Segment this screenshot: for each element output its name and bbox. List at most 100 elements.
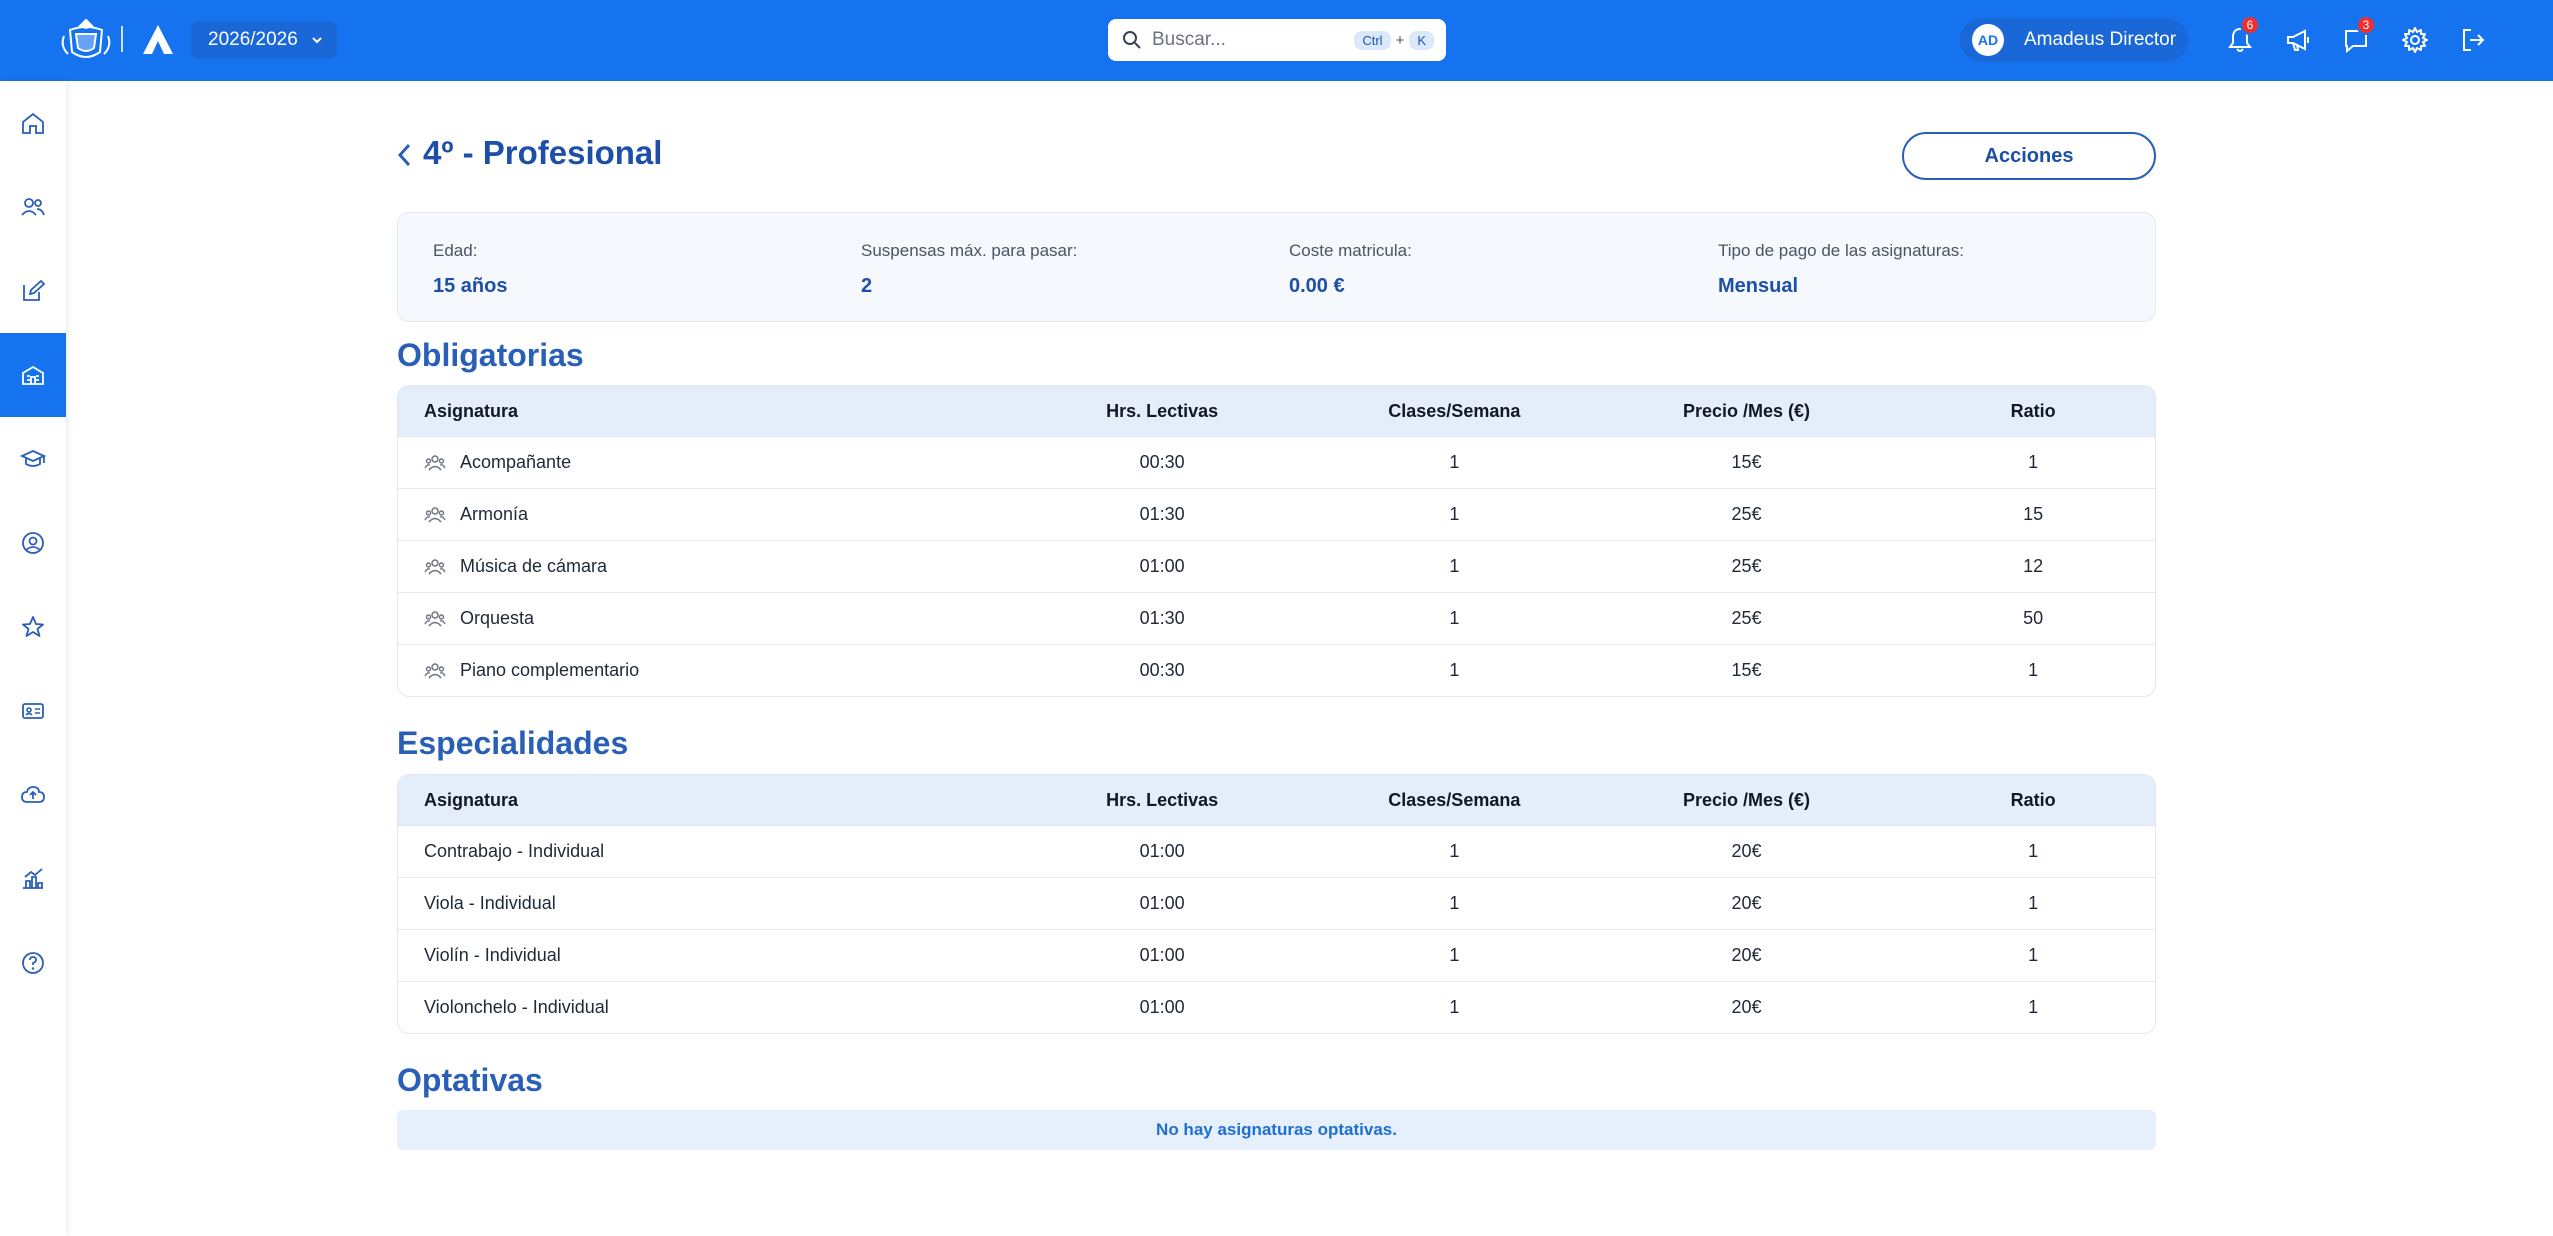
group-icon bbox=[424, 662, 446, 679]
school-icon bbox=[22, 365, 44, 385]
cell-hours: 01:00 bbox=[1139, 841, 1185, 861]
sidebar-item-favorites[interactable] bbox=[0, 585, 66, 669]
cell-price: 20€ bbox=[1731, 841, 1762, 861]
cell-subject: Viola - Individual bbox=[398, 893, 997, 914]
cell-ratio: 50 bbox=[2023, 608, 2044, 628]
app-logo-icon[interactable] bbox=[140, 22, 176, 58]
logout-button[interactable] bbox=[2453, 20, 2493, 60]
cell-ratio: 1 bbox=[2028, 841, 2039, 861]
subject-name: Violín - Individual bbox=[424, 945, 561, 965]
search-box[interactable]: Buscar... Ctrl + K bbox=[1108, 19, 1446, 61]
subject-name: Violonchelo - Individual bbox=[424, 997, 609, 1017]
search-icon bbox=[1123, 31, 1141, 49]
column-hours: Hrs. Lectivas bbox=[1106, 789, 1219, 810]
cell-subject: Música de cámara bbox=[398, 556, 997, 578]
users-icon bbox=[21, 198, 45, 216]
top-bar: 2026/2026 Buscar... Ctrl + K AD Amadeus … bbox=[0, 0, 2553, 81]
announcements-button[interactable] bbox=[2278, 20, 2318, 60]
messages-button[interactable]: 3 bbox=[2336, 15, 2376, 60]
sidebar-item-courses[interactable] bbox=[0, 417, 66, 501]
page-title: 4º - Profesional bbox=[423, 134, 663, 171]
sidebar-item-edit[interactable] bbox=[0, 249, 66, 333]
table-row[interactable]: Orquesta 01:30 1 25€ 50 bbox=[398, 592, 2155, 644]
table-row[interactable]: Armonía 01:30 1 25€ 15 bbox=[398, 488, 2155, 540]
cell-subject: Orquesta bbox=[398, 608, 997, 630]
table-header: Asignatura Hrs. Lectivas Clases/Semana P… bbox=[398, 386, 2155, 436]
year-selector[interactable]: 2026/2026 bbox=[191, 21, 337, 59]
sidebar-item-home[interactable] bbox=[0, 81, 66, 165]
cell-price: 20€ bbox=[1731, 945, 1762, 965]
course-info-card: Edad: 15 años Suspensas máx. para pasar:… bbox=[397, 212, 2156, 322]
cell-hours: 00:30 bbox=[1139, 452, 1185, 472]
cell-subject: Piano complementario bbox=[398, 660, 997, 682]
sidebar-item-users[interactable] bbox=[0, 165, 66, 249]
column-classes: Clases/Semana bbox=[1388, 400, 1521, 421]
subject-name: Armonía bbox=[460, 504, 529, 524]
subject-name: Música de cámara bbox=[460, 556, 608, 576]
cell-hours: 01:00 bbox=[1139, 945, 1185, 965]
user-name: Amadeus Director bbox=[2024, 29, 2177, 50]
empty-optativas-message: No hay asignaturas optativas. bbox=[397, 1110, 2156, 1150]
group-icon bbox=[424, 558, 446, 575]
obligatorias-table: Asignatura Hrs. Lectivas Clases/Semana P… bbox=[397, 385, 2156, 697]
sidebar-item-statistics[interactable] bbox=[0, 837, 66, 921]
info-value: Mensual bbox=[1718, 275, 1799, 297]
graduation-cap-icon bbox=[20, 450, 46, 467]
info-label: Edad: bbox=[433, 241, 478, 260]
group-icon bbox=[424, 610, 446, 627]
column-subject: Asignatura bbox=[424, 789, 519, 810]
table-body: Acompañante 00:30 1 15€ 1 Armonía 01:30 1 25€ 15 M… bbox=[398, 436, 2155, 696]
table-row[interactable]: Piano complementario 00:30 1 15€ 1 bbox=[398, 644, 2155, 696]
kbd-ctrl: Ctrl bbox=[1354, 30, 1391, 50]
info-value: 15 años bbox=[433, 275, 508, 297]
table-row[interactable]: Música de cámara 01:00 1 25€ 12 bbox=[398, 540, 2155, 592]
sidebar-item-school[interactable] bbox=[0, 333, 66, 417]
cell-subject: Armonía bbox=[398, 504, 997, 526]
cell-hours: 00:30 bbox=[1139, 660, 1185, 680]
sidebar-item-profile[interactable] bbox=[0, 501, 66, 585]
column-price: Precio /Mes (€) bbox=[1682, 789, 1810, 810]
info-label: Tipo de pago de las asignaturas: bbox=[1718, 241, 1965, 260]
id-card-icon bbox=[22, 703, 44, 719]
column-ratio: Ratio bbox=[2010, 789, 2056, 810]
table-row[interactable]: Acompañante 00:30 1 15€ 1 bbox=[398, 436, 2155, 488]
cell-price: 20€ bbox=[1731, 997, 1762, 1017]
table-row[interactable]: Violonchelo - Individual 01:00 1 20€ 1 bbox=[398, 981, 2155, 1033]
megaphone-icon bbox=[2287, 29, 2309, 51]
sidebar-item-cards[interactable] bbox=[0, 669, 66, 753]
table-row[interactable]: Violín - Individual 01:00 1 20€ 1 bbox=[398, 929, 2155, 981]
back-chevron-icon[interactable] bbox=[394, 140, 416, 170]
search-input[interactable]: Buscar... bbox=[1152, 29, 1226, 50]
cell-price: 20€ bbox=[1731, 893, 1762, 913]
table-row[interactable]: Viola - Individual 01:00 1 20€ 1 bbox=[398, 877, 2155, 929]
actions-button[interactable]: Acciones bbox=[1902, 132, 2156, 180]
cell-subject: Contrabajo - Individual bbox=[398, 841, 997, 862]
notifications-button[interactable]: 6 bbox=[2220, 15, 2260, 60]
especialidades-table: Asignatura Hrs. Lectivas Clases/Semana P… bbox=[397, 774, 2156, 1034]
crest-logo-icon[interactable] bbox=[58, 16, 114, 64]
table-row[interactable]: Contrabajo - Individual 01:00 1 20€ 1 bbox=[398, 825, 2155, 877]
cell-price: 25€ bbox=[1731, 504, 1762, 524]
sidebar bbox=[0, 81, 66, 1236]
cell-ratio: 1 bbox=[2028, 452, 2039, 472]
cell-classes: 1 bbox=[1449, 997, 1460, 1017]
cell-ratio: 1 bbox=[2028, 660, 2039, 680]
settings-button[interactable] bbox=[2395, 20, 2435, 60]
table-header: Asignatura Hrs. Lectivas Clases/Semana P… bbox=[398, 775, 2155, 825]
gear-icon bbox=[2402, 27, 2428, 53]
info-value: 0.00 € bbox=[1289, 275, 1345, 297]
subject-name: Contrabajo - Individual bbox=[424, 841, 605, 861]
sidebar-item-help[interactable] bbox=[0, 921, 66, 1005]
chart-icon bbox=[23, 868, 43, 889]
user-menu[interactable]: AD Amadeus Director bbox=[1960, 18, 2188, 62]
cell-price: 25€ bbox=[1731, 608, 1762, 628]
star-icon bbox=[22, 616, 44, 637]
edit-icon bbox=[23, 279, 46, 301]
cloud-upload-icon bbox=[21, 786, 45, 803]
year-selector-label: 2026/2026 bbox=[208, 29, 298, 50]
cell-price: 15€ bbox=[1731, 452, 1762, 472]
column-price: Precio /Mes (€) bbox=[1682, 400, 1810, 421]
section-title-optativas: Optativas bbox=[397, 1062, 543, 1098]
cell-classes: 1 bbox=[1449, 841, 1460, 861]
sidebar-item-upload[interactable] bbox=[0, 753, 66, 837]
